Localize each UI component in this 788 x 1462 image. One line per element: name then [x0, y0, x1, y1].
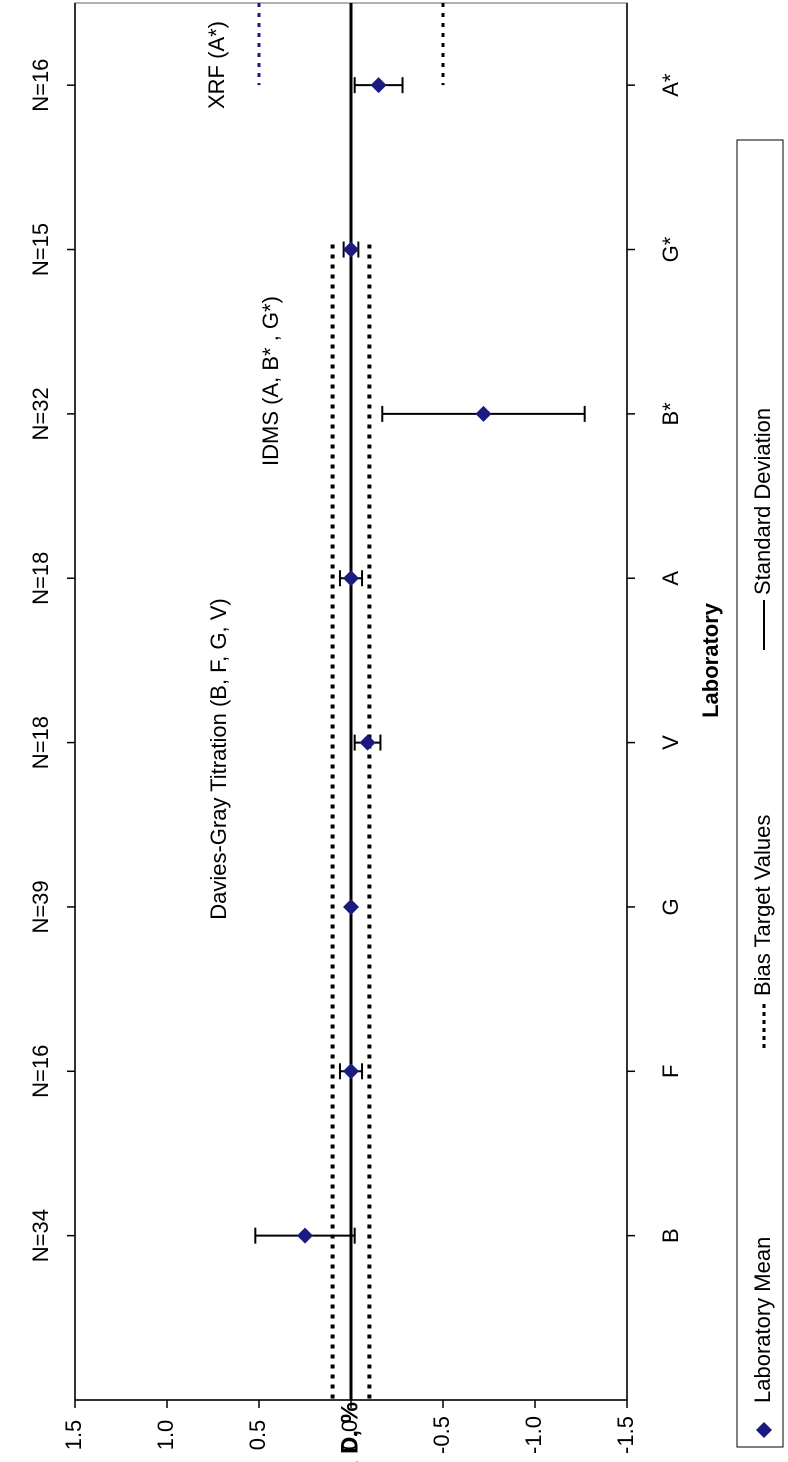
- value-tick-label: -1.0: [521, 1416, 546, 1454]
- annotation-davies-gray: Davies-Gray Titration (B, F, G, V): [206, 598, 231, 920]
- category-tick-label: A: [658, 571, 683, 586]
- mean-marker: [359, 734, 376, 751]
- legend-marker-symbol: [756, 1422, 772, 1438]
- n-label: N=15: [28, 223, 53, 276]
- annotation-xrf: XRF (A*): [204, 21, 229, 109]
- mean-marker: [343, 241, 359, 258]
- n-label: N=18: [28, 552, 53, 605]
- mean-marker: [343, 1063, 359, 1080]
- category-tick-label: B: [658, 1228, 683, 1243]
- legend: Laboratory Mean Bias Target Values Standar…: [736, 139, 784, 1448]
- mean-marker: [297, 1227, 313, 1244]
- plot-area: 1.5 1.0 0.5 0.0 -0.5 -1.0 -1.5 R D, % B N=34 F N=16…: [28, 2, 723, 1462]
- legend-box: [736, 139, 784, 1448]
- category-tick-label: F: [658, 1065, 683, 1078]
- n-label: N=32: [28, 387, 53, 440]
- value-tick-label: 0.5: [245, 1420, 270, 1451]
- mean-marker: [343, 570, 359, 587]
- value-axis-title: R D, %: [336, 1402, 363, 1462]
- n-label: N=16: [28, 1045, 53, 1098]
- category-axis-title: Laboratory: [698, 602, 723, 718]
- value-tick-label: -1.5: [613, 1416, 638, 1454]
- category-tick-label: B*: [658, 402, 683, 426]
- n-label: N=39: [28, 880, 53, 933]
- category-tick-label: V: [658, 735, 683, 750]
- legend-laboratory-mean: Laboratory Mean: [750, 1237, 775, 1403]
- n-label: N=34: [28, 1209, 53, 1262]
- value-tick-label: -0.5: [429, 1416, 454, 1454]
- mean-marker: [343, 898, 359, 915]
- annotation-idms: IDMS (A, B* , G*): [258, 296, 283, 466]
- mean-marker: [475, 405, 492, 422]
- value-tick-label: 1.0: [153, 1420, 178, 1451]
- legend-standard-deviation: Standard Deviation: [750, 408, 775, 595]
- n-label: N=18: [28, 716, 53, 769]
- legend-bias-target-values: Bias Target Values: [750, 815, 775, 996]
- n-label: N=16: [28, 59, 53, 112]
- category-tick-label: G*: [658, 236, 683, 262]
- value-tick-label: 1.5: [61, 1420, 86, 1451]
- value-tick-label: 0.0: [337, 1420, 362, 1451]
- category-tick-label: A*: [658, 73, 683, 97]
- category-tick-label: G: [658, 898, 683, 915]
- mean-marker: [370, 77, 387, 94]
